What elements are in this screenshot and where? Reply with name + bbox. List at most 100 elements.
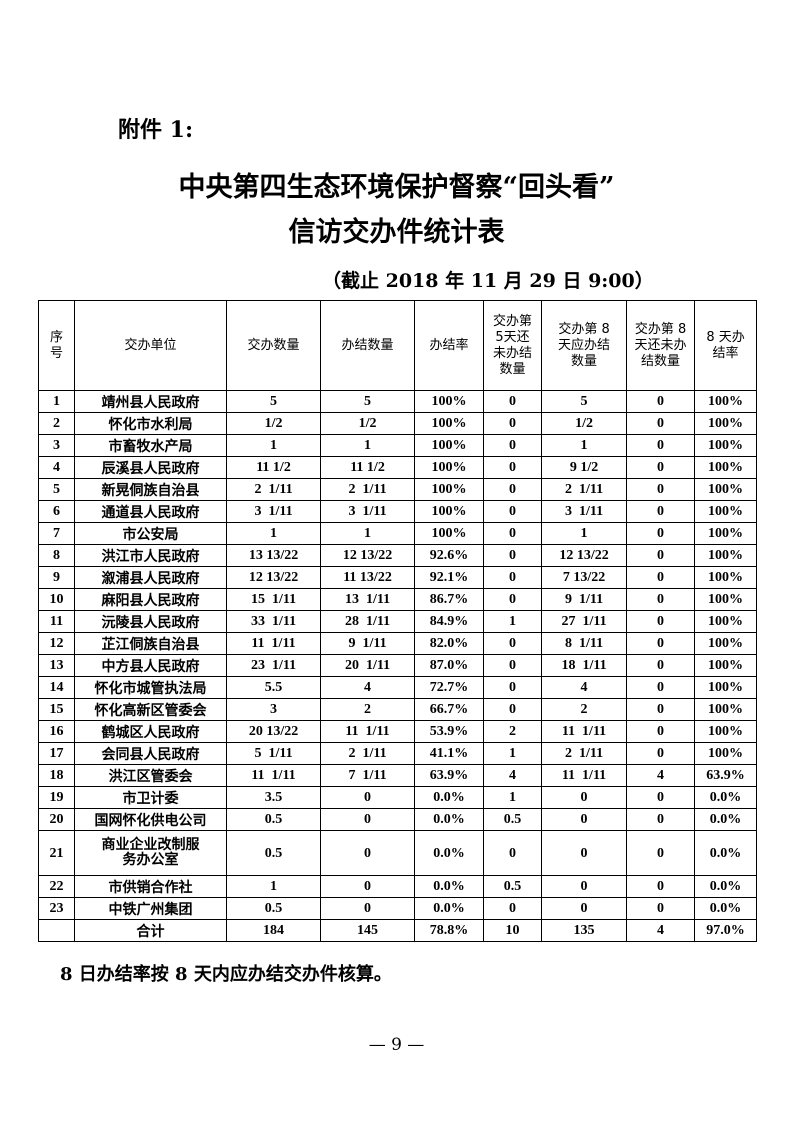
table-cell: 0 <box>320 897 416 920</box>
table-cell: 0.0% <box>694 830 758 876</box>
table-row: 7 市公安局 1 1 100% 0 1 0 100% <box>37 522 758 545</box>
table-cell: 27 1/11 <box>541 610 628 633</box>
table-cell: 市畜牧水产局 <box>74 434 228 457</box>
column-header: 交办第 8 天还未办结数量 <box>626 300 696 391</box>
column-header: 交办数量 <box>226 300 322 391</box>
table-cell: 0 <box>541 830 628 876</box>
table-cell: 100% <box>694 676 758 699</box>
table-cell: 4 <box>626 919 696 942</box>
table-cell: 100% <box>414 522 485 545</box>
table-cell: 1 <box>226 522 322 545</box>
table-cell: 100% <box>694 588 758 611</box>
table-cell: 洪江市人民政府 <box>74 544 228 567</box>
table-cell: 15 1/11 <box>226 588 322 611</box>
table-cell: 1 <box>483 742 543 765</box>
table-cell: 41.1% <box>414 742 485 765</box>
table-cell: 0 <box>626 875 696 898</box>
table-cell: 12 13/22 <box>226 566 322 589</box>
table-cell: 8 <box>37 544 76 567</box>
table-cell: 1 <box>483 786 543 809</box>
table-row: 5 新晃侗族自治县 2 1/11 2 1/11 100% 0 2 1/11 0 100% <box>37 478 758 501</box>
table-cell: 97.0% <box>694 919 758 942</box>
table-cell: 洪江区管委会 <box>74 764 228 787</box>
table-cell: 0 <box>483 390 543 413</box>
table-cell: 0 <box>483 897 543 920</box>
table-cell: 100% <box>694 544 758 567</box>
table-cell: 11 1/11 <box>541 720 628 743</box>
table-cell: 1 <box>541 522 628 545</box>
table-row: 22 市供销合作社 1 0 0.0% 0.5 0 0 0.0% <box>37 875 758 898</box>
table-row: 2 怀化市水利局 1/2 1/2 100% 0 1/2 0 100% <box>37 412 758 435</box>
table-cell: 0.5 <box>483 875 543 898</box>
table-cell: 0.5 <box>226 830 322 876</box>
table-cell: 0 <box>320 830 416 876</box>
table-cell: 0 <box>541 786 628 809</box>
table-cell: 100% <box>414 434 485 457</box>
table-cell: 0.0% <box>414 897 485 920</box>
table-cell: 11 1/11 <box>541 764 628 787</box>
table-cell: 72.7% <box>414 676 485 699</box>
table-row: 8 洪江市人民政府 13 13/22 12 13/22 92.6% 0 12 13/22 0 1… <box>37 544 758 567</box>
table-cell: 0 <box>626 742 696 765</box>
table-cell: 9 1/2 <box>541 456 628 479</box>
table-cell: 0 <box>320 808 416 831</box>
table-cell: 0 <box>483 830 543 876</box>
table-row: 15 怀化高新区管委会 3 2 66.7% 0 2 0 100% <box>37 698 758 721</box>
table-cell: 3 1/11 <box>541 500 628 523</box>
table-cell: 3 1/11 <box>226 500 322 523</box>
table-cell: 22 <box>37 875 76 898</box>
table-cell: 13 1/11 <box>320 588 416 611</box>
column-header: 办结数量 <box>320 300 416 391</box>
table-cell: 5.5 <box>226 676 322 699</box>
table-cell: 1 <box>320 434 416 457</box>
table-cell: 2 <box>541 698 628 721</box>
table-cell: 100% <box>414 478 485 501</box>
table-cell: 靖州县人民政府 <box>74 390 228 413</box>
table-cell: 82.0% <box>414 632 485 655</box>
table-cell: 0 <box>483 632 543 655</box>
table-row: 12 芷江侗族自治县 11 1/11 9 1/11 82.0% 0 8 1/11 0 100% <box>37 632 758 655</box>
column-header: 交办第5天还未办结数量 <box>483 300 543 391</box>
cutoff-time: （截止 2018 年 11 月 29 日 9:00） <box>322 270 654 292</box>
table-cell: 0 <box>626 412 696 435</box>
document-subtitle: 信访交办件统计表 <box>288 217 505 248</box>
table-cell: 1 <box>541 434 628 457</box>
table-cell: 100% <box>694 566 758 589</box>
table-cell: 0 <box>626 786 696 809</box>
table-cell: 0 <box>483 456 543 479</box>
table-cell: 86.7% <box>414 588 485 611</box>
table-cell: 0 <box>483 566 543 589</box>
table-cell: 7 <box>37 522 76 545</box>
table-cell: 11 <box>37 610 76 633</box>
table-cell: 4 <box>626 764 696 787</box>
table-cell: 0.0% <box>414 808 485 831</box>
table-cell: 0 <box>626 456 696 479</box>
table-cell: 商业企业改制服务办公室 <box>74 830 228 876</box>
table-cell: 1/2 <box>320 412 416 435</box>
table-cell: 20 13/22 <box>226 720 322 743</box>
table-cell: 78.8% <box>414 919 485 942</box>
table-cell: 10 <box>37 588 76 611</box>
table-cell: 0.0% <box>414 786 485 809</box>
table-cell: 0 <box>541 897 628 920</box>
table-cell: 4 <box>320 676 416 699</box>
table-cell: 145 <box>320 919 416 942</box>
table-cell: 0 <box>626 500 696 523</box>
table-cell: 2 1/11 <box>226 478 322 501</box>
table-row: 20 国网怀化供电公司 0.5 0 0.0% 0.5 0 0 0.0% <box>37 808 758 831</box>
table-cell: 0 <box>483 412 543 435</box>
table-cell: 0.5 <box>226 808 322 831</box>
table-cell: 4 <box>541 676 628 699</box>
table-cell: 135 <box>541 919 628 942</box>
table-cell: 2 1/11 <box>541 742 628 765</box>
table-cell: 0 <box>626 676 696 699</box>
table-row: 16 鹤城区人民政府 20 13/22 11 1/11 53.9% 2 11 1/11 0 10… <box>37 720 758 743</box>
table-row: 19 市卫计委 3.5 0 0.0% 1 0 0 0.0% <box>37 786 758 809</box>
table-cell: 84.9% <box>414 610 485 633</box>
table-cell <box>37 919 76 942</box>
table-cell: 0 <box>483 434 543 457</box>
table-row: 6 通道县人民政府 3 1/11 3 1/11 100% 0 3 1/11 0 100% <box>37 500 758 523</box>
table-cell: 11 1/2 <box>226 456 322 479</box>
table-cell: 8 1/11 <box>541 632 628 655</box>
table-row: 17 会同县人民政府 5 1/11 2 1/11 41.1% 1 2 1/11 0 100% <box>37 742 758 765</box>
